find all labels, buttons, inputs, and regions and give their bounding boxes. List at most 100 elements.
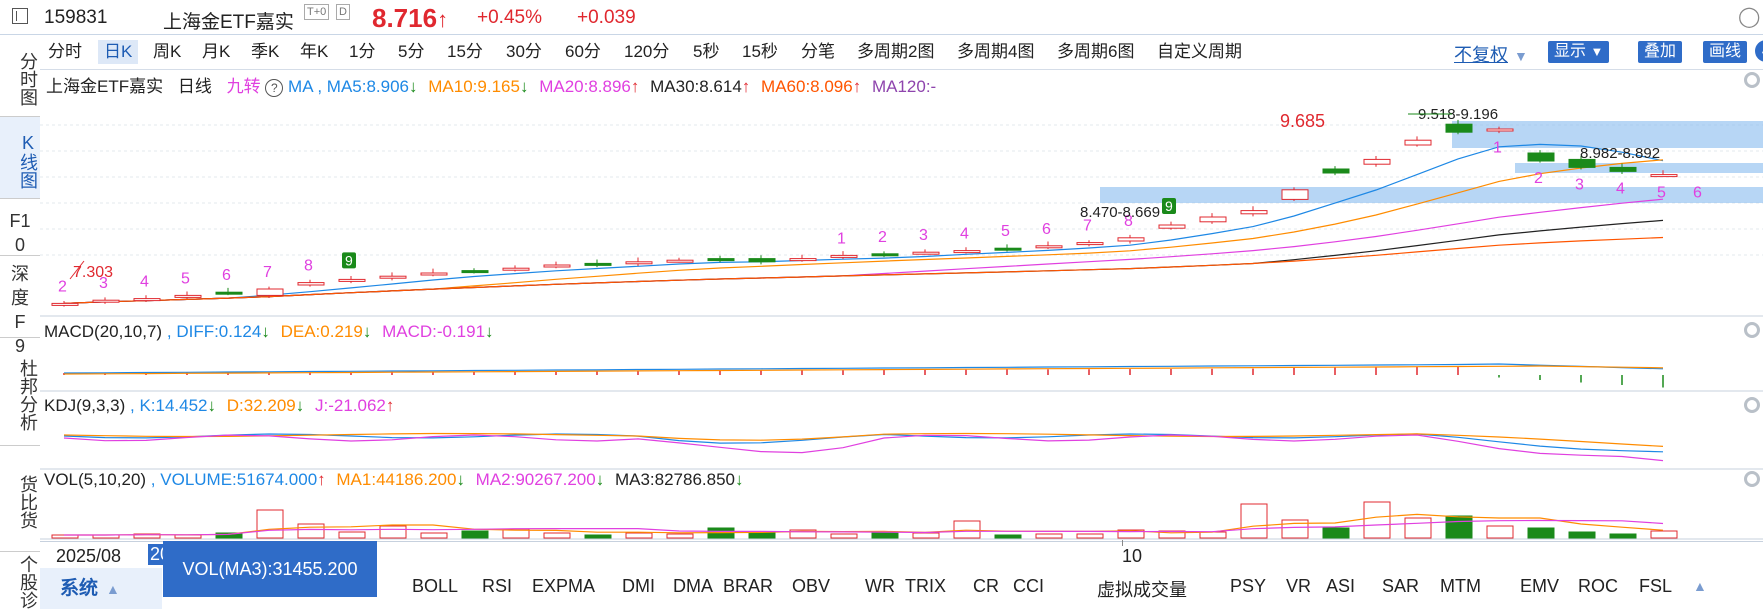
indicator-expma[interactable]: EXPMA (532, 576, 596, 596)
tab-f10[interactable]: F10 (0, 199, 40, 256)
period-18[interactable]: 自定义周期 (1157, 42, 1242, 61)
indicator-dma[interactable]: DMA (673, 576, 713, 596)
indicator-cci[interactable]: CCI (1013, 576, 1044, 596)
tab-label: 个股诊 (18, 554, 38, 609)
candle-body (461, 270, 489, 274)
sidebar-toggle-icon[interactable] (12, 8, 28, 24)
nine-count-label: 2 (58, 278, 67, 295)
period-17[interactable]: 多周期6图 (1057, 42, 1135, 61)
tab-depth-f9[interactable]: 深度F9 (0, 256, 40, 356)
vol-ma3: MA3:82786.850 (614, 470, 735, 489)
volume-bar (379, 525, 407, 539)
volume-bar (1240, 503, 1268, 539)
tab-timeshare[interactable]: 分时图 (0, 35, 40, 117)
period-6[interactable]: 1分 (349, 42, 376, 61)
indicator-psy[interactable]: PSY (1230, 576, 1267, 596)
candle-body (420, 272, 448, 276)
legend-nine[interactable]: 九转 (226, 77, 261, 96)
period-11[interactable]: 120分 (624, 42, 670, 61)
macd-dea-line (63, 365, 1664, 375)
d-badge: D (336, 4, 350, 20)
period-1[interactable]: 日K (98, 40, 139, 64)
indicator-fsl[interactable]: FSL (1639, 576, 1673, 596)
period-14[interactable]: 分笔 (801, 42, 835, 61)
vol-ma1: MA1:44186.200 (336, 470, 457, 489)
indicator-emv[interactable]: EMV (1520, 576, 1560, 596)
indicator-wr[interactable]: WR (865, 576, 895, 596)
ma5-line (63, 143, 1664, 304)
period-13[interactable]: 15秒 (742, 42, 778, 61)
tab-diagnosis[interactable]: 个股诊 (0, 552, 40, 609)
indicator-vr[interactable]: VR (1286, 576, 1312, 596)
tab-label: 深度F9 (11, 264, 29, 356)
volume-bar (461, 530, 489, 539)
period-8[interactable]: 15分 (447, 42, 483, 61)
indicator-dmi[interactable]: DMI (622, 576, 655, 596)
kdj-name: KDJ(9,3,3) (44, 396, 126, 415)
period-5[interactable]: 年K (300, 42, 329, 61)
period-16[interactable]: 多周期4图 (957, 42, 1035, 61)
candle-body (789, 258, 817, 262)
settings-gear-icon[interactable] (1744, 471, 1760, 487)
period-4[interactable]: 季K (251, 42, 280, 61)
tab-compare[interactable]: 货比货 (0, 446, 40, 552)
indicator-boll[interactable]: BOLL (412, 576, 459, 596)
indicator-sar[interactable]: SAR (1382, 576, 1420, 596)
indicator-asi[interactable]: ASI (1326, 576, 1356, 596)
overlay-button[interactable]: 叠加 (1638, 41, 1683, 63)
kdj-d: D:32.209 (226, 396, 296, 415)
candle-body (174, 294, 202, 298)
caret-up-icon[interactable]: ▲ (1693, 578, 1707, 594)
period-2[interactable]: 周K (153, 42, 182, 61)
period-toolbar: 分时 日K 周K 月K 季K 年K 1分 5分 15分 30分 60分 120分 5秒 15秒 分笔 多周期2… (40, 35, 1763, 70)
volume-chart (40, 501, 1763, 540)
tab-dupont[interactable]: 杜邦分析 (0, 338, 40, 446)
indicator-虚拟成交量[interactable]: 虚拟成交量 (1097, 580, 1187, 600)
period-10[interactable]: 60分 (565, 42, 601, 61)
volume-bar (1076, 533, 1104, 539)
nine-count-label: 3 (99, 275, 108, 292)
candle-body (1650, 174, 1678, 178)
settings-gear-icon[interactable] (1744, 72, 1760, 88)
indicator-brar[interactable]: BRAR (723, 576, 774, 596)
indicator-obv[interactable]: OBV (792, 576, 831, 596)
nine-count-label: 7 (1083, 218, 1092, 235)
candle-body (871, 253, 899, 257)
nine-count-label: 6 (1042, 221, 1051, 238)
settings-gear-icon[interactable] (1744, 397, 1760, 413)
nine-count-label: 4 (1616, 180, 1625, 197)
tab-kline[interactable]: K线图 (0, 117, 40, 199)
indicator-trix[interactable]: TRIX (905, 576, 947, 596)
kdj-j: J:-21.062 (314, 396, 386, 415)
close-circle-icon[interactable]: ◯ (1738, 6, 1761, 28)
indicator-mtm[interactable]: MTM (1440, 576, 1481, 596)
collapse-left-icon[interactable]: ❮ (1755, 40, 1763, 62)
volume-bar (953, 520, 981, 539)
vol-ma2-line (64, 519, 1664, 536)
up-arrow-icon: ↑ (852, 77, 862, 96)
fuquan-dropdown[interactable]: 不复权 ▼ (1454, 45, 1528, 65)
volume-bar (625, 532, 653, 539)
zone-top-label: 9.518-9.196 (1418, 106, 1498, 123)
legend-ma30: MA30:8.614 (650, 77, 742, 96)
settings-gear-icon[interactable] (1744, 322, 1760, 338)
draw-line-button[interactable]: 画线 (1703, 41, 1748, 63)
display-button[interactable]: 显示 ▼ (1548, 41, 1610, 63)
nine-count-label: 6 (1693, 184, 1702, 201)
volume-bar (133, 533, 161, 539)
system-indicator-tab[interactable]: 系统 ▲ (40, 568, 162, 609)
period-3[interactable]: 月K (202, 42, 231, 61)
kline-chart: 2 3 4 5 6 7 8 9 1 2 3 4 5 6 7 8 9 1 2 3 4 5 6 7.303 9.685 9.51… (40, 106, 1763, 317)
period-9[interactable]: 30分 (506, 42, 542, 61)
candle-body (543, 264, 571, 268)
period-15[interactable]: 多周期2图 (857, 42, 935, 61)
period-7[interactable]: 5分 (398, 42, 425, 61)
quote-header: 159831 上海金ETF嘉实 T+0 D 8.716↑ +0.45% +0.0… (0, 0, 1763, 35)
indicator-roc[interactable]: ROC (1578, 576, 1618, 596)
candle-body (1322, 168, 1350, 174)
indicator-rsi[interactable]: RSI (482, 576, 513, 596)
indicator-cr[interactable]: CR (973, 576, 999, 596)
period-12[interactable]: 5秒 (693, 42, 720, 61)
period-0[interactable]: 分时 (48, 42, 82, 61)
low-price-label: 7.303 (73, 264, 113, 281)
